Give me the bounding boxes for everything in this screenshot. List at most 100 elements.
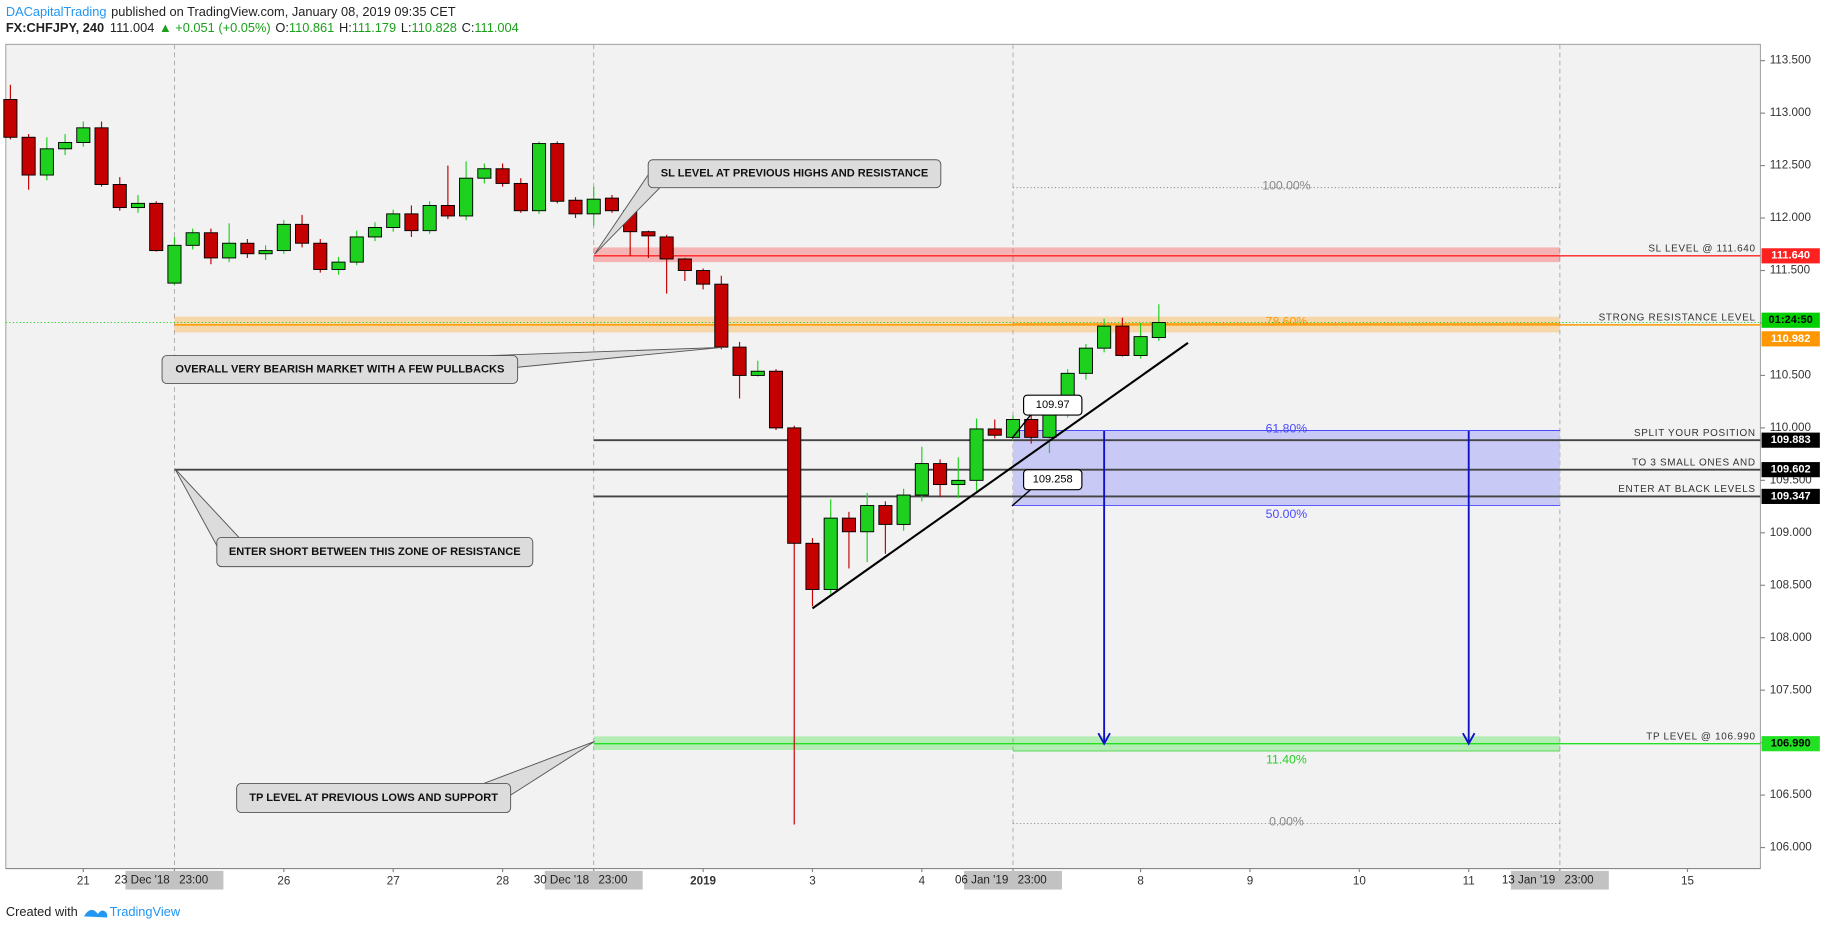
- candle-body: [951, 479, 966, 486]
- price-tag-text: 111.640: [1771, 250, 1810, 262]
- candle-body: [768, 370, 784, 429]
- price-tag-text: 109.602: [1771, 464, 1811, 476]
- trendline: [811, 342, 1189, 610]
- candle-body: [750, 370, 765, 376]
- x-tick-label: 13 Jan '19: [1502, 873, 1555, 886]
- x-tick-time: 23:00: [1018, 873, 1048, 886]
- candle-body: [386, 213, 401, 228]
- ohlc-value: 111.004: [474, 21, 518, 36]
- y-tick-label: 109.000: [1770, 526, 1813, 539]
- candle-body: [39, 148, 54, 176]
- candle-body: [1005, 419, 1021, 438]
- level-text: STRONG RESISTANCE LEVEL: [1599, 312, 1756, 323]
- x-tick-label: 27: [387, 874, 400, 887]
- x-tick-time: 23:00: [1565, 873, 1595, 886]
- candle-body: [203, 232, 218, 259]
- candle-body: [185, 232, 200, 246]
- candle-body: [513, 182, 528, 212]
- candle-body: [440, 205, 455, 217]
- fib-label: 11.40%: [1266, 753, 1307, 767]
- price-tag-text: 109.883: [1771, 434, 1811, 446]
- price-tag-text: 110.982: [1771, 333, 1810, 345]
- x-tick-time: 23:00: [179, 873, 209, 886]
- brand-logo: [83, 909, 108, 918]
- candle-body: [222, 242, 237, 259]
- candle-body: [841, 517, 856, 533]
- price-tag-text: 109.347: [1771, 490, 1811, 502]
- candle-body: [677, 258, 692, 271]
- callout-text: TP LEVEL AT PREVIOUS LOWS AND SUPPORT: [249, 792, 498, 804]
- candle-body: [914, 463, 929, 496]
- price-tag-text: 01:24:50: [1769, 314, 1813, 326]
- candle-body: [313, 242, 328, 270]
- footer-text: Created with: [6, 904, 78, 919]
- ohlc-value: 110.861: [289, 21, 334, 36]
- price-tag: [1761, 488, 1820, 504]
- y-tick-label: 110.500: [1770, 369, 1812, 382]
- x-tick-label: 8: [1137, 874, 1143, 887]
- callout-text: SL LEVEL AT PREVIOUS HIGHS AND RESISTANC…: [661, 168, 929, 180]
- x-tick-label: 06 Jan '19: [955, 873, 1008, 886]
- candle-body: [860, 505, 875, 533]
- candle-body: [112, 184, 127, 209]
- x-tick-label: 30 Dec '18: [534, 873, 589, 886]
- candle-body: [878, 505, 893, 525]
- candle-body: [604, 197, 619, 212]
- candle-body: [240, 242, 255, 255]
- header-line-1: DACapitalTrading published on TradingView…: [6, 4, 456, 19]
- candle-body: [823, 517, 838, 590]
- price-tag-text: 106.990: [1771, 738, 1811, 750]
- footer-brand: TradingView: [110, 904, 181, 919]
- y-tick-label: 107.500: [1770, 683, 1813, 696]
- y-tick-label: 108.500: [1770, 578, 1813, 591]
- candle-body: [21, 136, 36, 176]
- callout-box: [236, 782, 512, 814]
- candle-body: [1115, 325, 1130, 356]
- candle-body: [969, 428, 984, 481]
- candle-body: [586, 198, 601, 215]
- x-tick-label: 4: [919, 874, 926, 887]
- x-tick-label: 26: [277, 874, 290, 887]
- candle-body: [76, 127, 91, 143]
- fib-label: 61.80%: [1266, 422, 1308, 436]
- x-tick-label: 23 Dec '18: [114, 873, 169, 886]
- candle-body: [987, 428, 1002, 436]
- candle-body: [404, 213, 419, 232]
- arrow-head: [1462, 732, 1476, 746]
- arrow-head: [1097, 732, 1111, 746]
- x-tick-label: 15: [1681, 874, 1694, 887]
- x-tick-label: 11: [1463, 874, 1475, 887]
- candle-body: [1078, 347, 1093, 374]
- fib-label: 0.00%: [1269, 815, 1304, 829]
- x-tick-box: [1510, 870, 1609, 890]
- level-band: [593, 247, 1560, 263]
- candle-body: [258, 250, 273, 255]
- candle-body: [805, 542, 820, 590]
- fib-label: 50.00%: [1266, 507, 1308, 521]
- level-text: TP LEVEL @ 106.990: [1646, 731, 1756, 742]
- x-tick-label: 2019: [690, 874, 716, 887]
- candle-body: [550, 143, 565, 202]
- level-text: TO 3 SMALL ONES AND: [1632, 457, 1756, 468]
- last-price: 111.004: [110, 21, 154, 36]
- candle-body: [1024, 419, 1039, 438]
- candle-body: [94, 127, 109, 185]
- callout-box: [161, 355, 519, 385]
- fib-label: 100.00%: [1262, 179, 1310, 193]
- level-text: SPLIT YOUR POSITION: [1634, 428, 1756, 439]
- candle-body: [130, 202, 146, 209]
- y-tick-label: 113.000: [1770, 106, 1812, 119]
- candle-body: [896, 494, 911, 525]
- header-line-2: FX:CHFJPY, 240 111.004 ▲ +0.051 (+0.05%) O:…: [6, 21, 519, 36]
- price-label-box: [1023, 469, 1083, 491]
- fib-label: 78.60%: [1266, 315, 1308, 329]
- callout-text: ENTER SHORT BETWEEN THIS ZONE OF RESISTA…: [229, 546, 521, 558]
- candle-body: [349, 236, 364, 263]
- candle-body: [1097, 325, 1112, 349]
- y-tick-label: 106.500: [1770, 788, 1813, 801]
- x-tick-box: [544, 870, 643, 890]
- callout-text: OVERALL VERY BEARISH MARKET WITH A FEW P…: [175, 363, 504, 375]
- y-tick-label: 108.000: [1770, 631, 1813, 644]
- callout-box: [647, 159, 942, 189]
